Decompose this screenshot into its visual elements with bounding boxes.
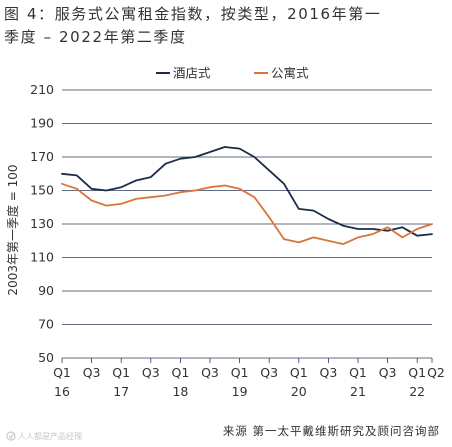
grid-lines [62, 89, 432, 359]
brand-logo-icon [6, 431, 16, 441]
x-tick-year-label: 18 [172, 384, 188, 399]
x-tick-year-label: 19 [232, 384, 248, 399]
y-tick-label: 70 [38, 317, 54, 332]
x-tick-label: Q3 [201, 365, 219, 380]
legend-label-2: 公寓式 [271, 66, 309, 81]
chart-title: 图 4：服务式公寓租金指数，按类型，2016年第一 季度 – 2022年第二季度 [4, 3, 450, 49]
x-tick-label: Q3 [83, 365, 101, 380]
series-line-1 [61, 146, 433, 237]
x-tick-label: Q3 [320, 365, 338, 380]
x-tick-year-label: 22 [409, 384, 425, 399]
x-tick-label: Q1 [231, 365, 249, 380]
y-axis-label: 2003年第一季度 = 100 [5, 164, 20, 295]
x-tick-label: Q1 [112, 365, 130, 380]
x-tick-year-label: 21 [350, 384, 366, 399]
y-tick-label: 150 [30, 183, 54, 198]
watermark-text: 人人都是产品经理 [18, 432, 82, 441]
x-tick-year-label: 20 [291, 384, 307, 399]
x-tick-year-label: 16 [54, 384, 70, 399]
source-note: 来源 第一太平戴维斯研究及顾问咨询部 [222, 424, 440, 438]
x-tick-label: Q1 [172, 365, 190, 380]
x-tick-label: Q1 [349, 365, 367, 380]
x-tick-label: Q3 [260, 365, 278, 380]
legend-label-1: 酒店式 [173, 66, 211, 81]
x-tick-label: Q1 [53, 365, 71, 380]
x-tick-label: Q1 [408, 365, 426, 380]
y-tick-label: 110 [30, 250, 54, 265]
y-tick-label: 50 [38, 350, 54, 365]
chart-title-line-2: 季度 – 2022年第二季度 [4, 28, 187, 46]
x-tick-year-label: 17 [113, 384, 129, 399]
x-tick-label: Q3 [379, 365, 397, 380]
axes: 50 70 90 110 130 150 170 190 210 Q1 16 Q3 Q1 17 Q3 Q1 18… [30, 82, 445, 399]
legend: 酒店式 公寓式 [156, 66, 309, 81]
y-tick-label: 190 [30, 116, 54, 131]
x-tick-label: Q2 [427, 365, 445, 380]
series-lines [61, 146, 433, 246]
x-tick-label: Q3 [142, 365, 160, 380]
x-tick-label: Q1 [290, 365, 308, 380]
chart-title-line-1: 图 4：服务式公寓租金指数，按类型，2016年第一 [4, 5, 382, 23]
y-tick-label: 130 [30, 216, 54, 231]
watermark: 人人都是产品经理 [6, 431, 82, 442]
y-tick-label: 210 [30, 82, 54, 97]
y-tick-label: 90 [38, 283, 54, 298]
y-tick-label: 170 [30, 149, 54, 164]
series-line-2 [61, 182, 433, 246]
